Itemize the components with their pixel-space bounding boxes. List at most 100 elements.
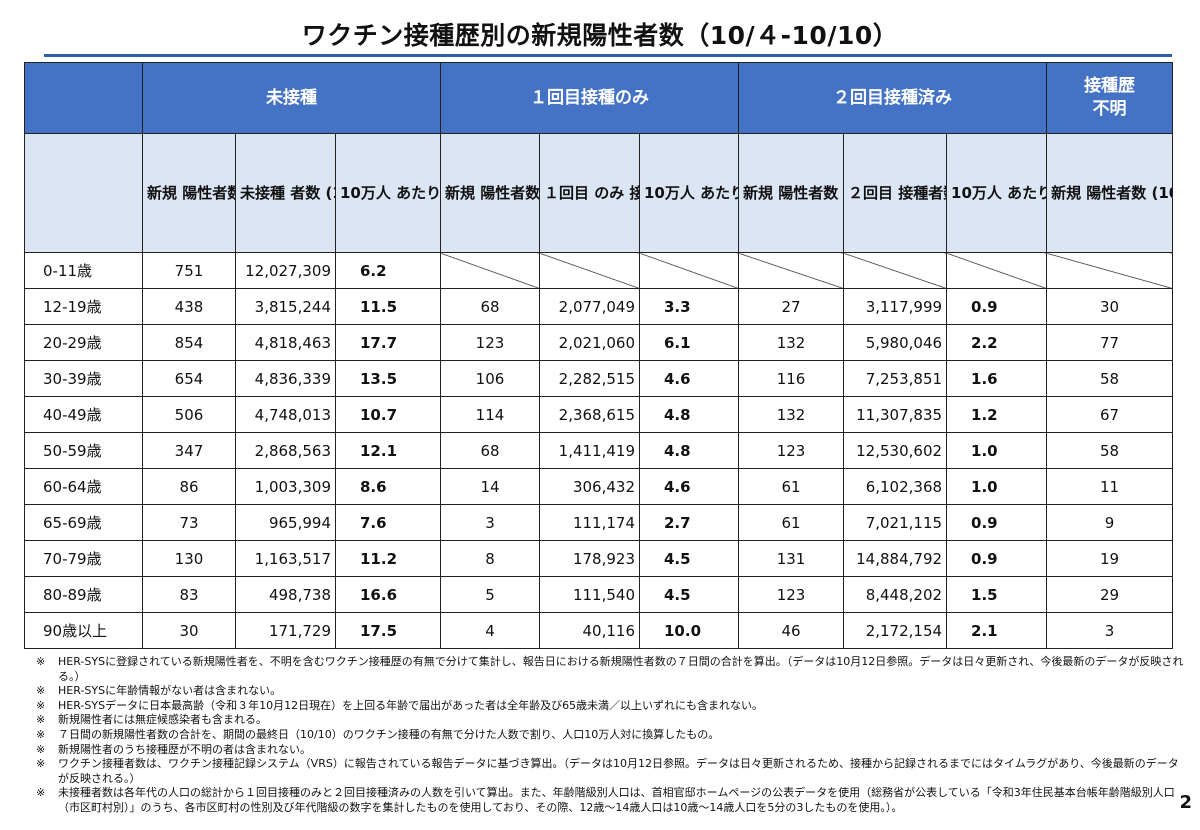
cell-d2-rate: 1.2 — [946, 396, 1048, 433]
footnote-item: ※ 未接種者数は各年代の人口の総計から１回目接種のみと２回目接種済みの人数を引いて… — [36, 786, 1186, 815]
cell-d2-cases: 27 — [738, 288, 845, 325]
cell-d1-pop — [539, 252, 640, 289]
table-row: 70-79歳 130 1,163,517 11.2 8 178,923 4.5 131 14,8… — [24, 540, 1174, 577]
cell-d2-pop: 5,980,046 — [843, 324, 948, 361]
cell-u-rate: 6.2 — [335, 252, 441, 289]
footnote-mark: ※ — [36, 727, 46, 741]
cell-age: 70-79歳 — [24, 540, 143, 577]
title-underline — [44, 54, 1172, 57]
cell-d2-pop: 2,172,154 — [843, 612, 948, 649]
cell-u-pop: 171,729 — [235, 612, 336, 649]
cell-d2-cases: 123 — [738, 432, 845, 469]
d2-pop-header: ２回目 接種者数 (10/10 時点) — [843, 133, 948, 253]
table-row: 40-49歳 506 4,748,013 10.7 114 2,368,615 4.8 132… — [24, 396, 1174, 433]
footnote-text: ７日間の新規陽性者数の合計を、期間の最終日（10/10）のワクチン接種の有無で分… — [58, 727, 720, 741]
cell-u-rate: 11.2 — [335, 540, 441, 577]
table-row: 50-59歳 347 2,868,563 12.1 68 1,411,419 4.8 123 1… — [24, 432, 1174, 469]
cell-age: 20-29歳 — [24, 324, 143, 361]
cell-d2-cases: 123 — [738, 576, 845, 613]
cell-u-cases: 130 — [142, 540, 236, 577]
cell-d1-pop: 2,077,049 — [539, 288, 640, 325]
u-cases-header: 新規 陽性者数 (10/4- 10/10の 合計) — [142, 133, 236, 253]
cell-u-cases: 854 — [142, 324, 236, 361]
cell-unk: 58 — [1046, 432, 1174, 469]
footnote-item: ※ ７日間の新規陽性者数の合計を、期間の最終日（10/10）のワクチン接種の有無で… — [36, 728, 1186, 743]
footnotes: ※ HER-SYSに登録されている新規陽性者を、不明を含むワクチン接種歴の有無で分… — [36, 655, 1186, 816]
table-row: 0-11歳 751 12,027,309 6.2 — [24, 252, 1174, 289]
table-row: 12-19歳 438 3,815,244 11.5 68 2,077,049 3.3 27 3,… — [24, 288, 1174, 325]
footnote-text: HER-SYSに登録されている新規陽性者を、不明を含むワクチン接種歴の有無で分け… — [58, 655, 1184, 683]
footnote-text: HER-SYSデータに日本最高齢（令和３年10月12日現在）を上回る年齢で届出が… — [58, 698, 764, 712]
cell-d2-cases: 61 — [738, 504, 845, 541]
d1-rate-header: 10万人 あたりの 新規 陽性者数 — [638, 133, 740, 253]
cell-d2-cases: 46 — [738, 612, 845, 649]
cell-u-pop: 3,815,244 — [235, 288, 336, 325]
cell-d2-pop: 7,253,851 — [843, 360, 948, 397]
cell-d1-cases: 68 — [440, 288, 540, 325]
cell-d1-pop: 2,282,515 — [539, 360, 640, 397]
cell-unk: 3 — [1046, 612, 1174, 649]
cell-d2-rate: 2.1 — [946, 612, 1048, 649]
cell-unk: 11 — [1046, 468, 1174, 505]
cell-unk: 9 — [1046, 504, 1174, 541]
footnote-text: 新規陽性者には無症候感染者も含まれる。 — [58, 713, 267, 727]
cell-d1-cases: 8 — [440, 540, 540, 577]
cell-u-cases: 347 — [142, 432, 236, 469]
cell-u-cases: 438 — [142, 288, 236, 325]
u-rate-header: 10万人 あたりの 新規 陽性者数 — [335, 133, 441, 253]
unk-cases-header: 新規 陽性者数 (10/4- 10/10の 合計) — [1046, 133, 1174, 253]
cell-d2-pop — [843, 252, 948, 289]
cell-d1-pop: 2,368,615 — [539, 396, 640, 433]
cell-u-cases: 654 — [142, 360, 236, 397]
corner-cell — [24, 62, 143, 134]
cell-d2-cases: 132 — [738, 396, 845, 433]
cell-age: 40-49歳 — [24, 396, 143, 433]
page-title: ワクチン接種歴別の新規陽性者数（10/４-10/10） — [301, 21, 899, 50]
footnote-mark: ※ — [36, 655, 46, 668]
d1-cases-header: 新規 陽性者数 (10/4- 10/10の 合計) — [440, 133, 540, 253]
cell-age: 60-64歳 — [24, 468, 143, 505]
cell-d1-cases: 14 — [440, 468, 540, 505]
cell-d1-rate: 2.7 — [638, 504, 740, 541]
footnote-item: ※ HER-SYSに登録されている新規陽性者を、不明を含むワクチン接種歴の有無で分… — [36, 655, 1186, 684]
cell-d2-pop: 11,307,835 — [843, 396, 948, 433]
cell-u-rate: 17.5 — [335, 612, 441, 649]
page-number: 2 — [1179, 792, 1192, 813]
table-row: 60-64歳 86 1,003,309 8.6 14 306,432 4.6 61 6,102,… — [24, 468, 1174, 505]
cell-u-rate: 10.7 — [335, 396, 441, 433]
cell-d2-rate: 1.5 — [946, 576, 1048, 613]
table-row: 90歳以上 30 171,729 17.5 4 40,116 10.0 46 2,172,154… — [24, 612, 1174, 649]
footnote-mark: ※ — [36, 684, 46, 698]
cell-d1-cases: 3 — [440, 504, 540, 541]
sub-header-row: 新規 陽性者数 (10/4- 10/10の 合計) 未接種 者数 (10/10 … — [24, 133, 1174, 253]
cell-d2-cases: 132 — [738, 324, 845, 361]
cell-u-pop: 965,994 — [235, 504, 336, 541]
cell-d2-pop: 6,102,368 — [843, 468, 948, 505]
cell-age: 65-69歳 — [24, 504, 143, 541]
cell-d1-cases: 4 — [440, 612, 540, 649]
group-unvaccinated: 未接種 — [142, 62, 441, 134]
cell-d1-rate: 4.8 — [638, 396, 740, 433]
cell-u-pop: 498,738 — [235, 576, 336, 613]
cell-u-rate: 7.6 — [335, 504, 441, 541]
cell-d1-pop: 111,540 — [539, 576, 640, 613]
cell-u-cases: 83 — [142, 576, 236, 613]
group-dose2: ２回目接種済み — [738, 62, 1048, 134]
cell-d2-pop: 3,117,999 — [843, 288, 948, 325]
cell-d1-cases: 106 — [440, 360, 540, 397]
cell-age: 12-19歳 — [24, 288, 143, 325]
cell-d1-rate: 4.5 — [638, 576, 740, 613]
footnote-text: ワクチン接種者数は、ワクチン接種記録システム（VRS）に報告されている報告データ… — [58, 757, 1179, 785]
cell-u-pop: 4,748,013 — [235, 396, 336, 433]
footnote-item: ※ 新規陽性者には無症候感染者も含まれる。 — [36, 713, 1186, 728]
cell-unk: 67 — [1046, 396, 1174, 433]
cell-d1-cases: 68 — [440, 432, 540, 469]
cell-age: 0-11歳 — [24, 252, 143, 289]
cell-d1-pop: 111,174 — [539, 504, 640, 541]
cell-d2-rate: 1.6 — [946, 360, 1048, 397]
cell-u-cases: 86 — [142, 468, 236, 505]
cell-u-rate: 8.6 — [335, 468, 441, 505]
table-row: 20-29歳 854 4,818,463 17.7 123 2,021,060 6.1 132… — [24, 324, 1174, 361]
cell-u-cases: 751 — [142, 252, 236, 289]
cell-d1-pop: 40,116 — [539, 612, 640, 649]
